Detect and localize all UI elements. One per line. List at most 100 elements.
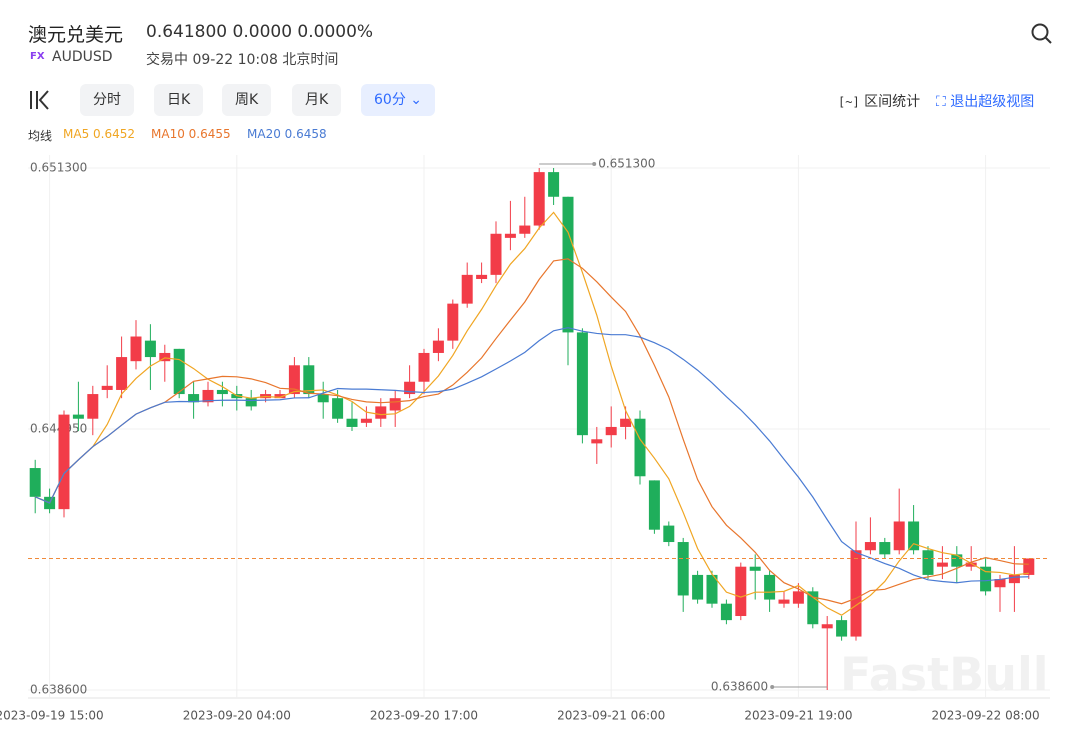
- candle-body: [634, 418, 646, 477]
- min-label: 0.638600: [711, 680, 768, 694]
- candle-body: [692, 574, 704, 600]
- price: 0.641800: [146, 22, 228, 42]
- candle-body: [735, 566, 747, 617]
- x-tick-label: 2023-09-19 15:00: [0, 709, 104, 723]
- y-tick-label: 0.638600: [30, 683, 87, 697]
- range-stats[interactable]: [~] 区间统计: [838, 94, 921, 110]
- x-tick-label: 2023-09-21 06:00: [557, 709, 665, 723]
- candle-body: [173, 348, 185, 395]
- candle-body: [346, 418, 358, 427]
- candle-body: [432, 340, 444, 353]
- ma-line: [34, 327, 1029, 584]
- candle-body: [1023, 558, 1035, 575]
- kline-icon[interactable]: [28, 89, 52, 111]
- symbol: AUDUSD: [52, 49, 113, 65]
- candle-body: [836, 620, 848, 637]
- change: 0.0000: [232, 22, 293, 42]
- badge: FX: [30, 51, 45, 62]
- candle-body: [591, 439, 603, 444]
- status: 交易中 09-22 10:08 北京时间: [146, 52, 339, 68]
- ma-name: MA10: [151, 127, 185, 141]
- tool-label: 区间统计: [864, 94, 921, 110]
- candle-body: [389, 398, 401, 411]
- tab[interactable]: 日K: [154, 84, 204, 116]
- change-pct: 0.0000%: [297, 22, 374, 42]
- candle-body: [317, 394, 329, 403]
- candle-body: [461, 274, 473, 304]
- candle-body: [332, 398, 344, 419]
- exit-super-view[interactable]: ⛶ 退出超级视图: [936, 94, 1035, 110]
- candle-body: [101, 385, 113, 390]
- candle-body: [1008, 574, 1020, 584]
- candle-body: [202, 389, 214, 403]
- candle-body: [994, 579, 1006, 588]
- candle-body: [29, 468, 41, 497]
- ma-title: 均线: [28, 129, 53, 143]
- search-icon[interactable]: [1030, 22, 1054, 46]
- candle-body: [447, 303, 459, 341]
- candle-body: [706, 574, 718, 604]
- candle-body: [548, 172, 560, 197]
- candle-body: [216, 389, 228, 395]
- candle-body: [951, 554, 963, 567]
- candle-body: [58, 414, 70, 510]
- candle-body: [965, 562, 977, 567]
- candle-body: [116, 357, 128, 390]
- x-tick-label: 2023-09-20 17:00: [370, 709, 478, 723]
- candle-body: [375, 406, 387, 419]
- candle-body: [879, 542, 891, 555]
- candle-body: [576, 332, 588, 436]
- candle-body: [908, 521, 920, 551]
- candle-body: [274, 394, 286, 399]
- watermark: FastBull: [840, 648, 1048, 702]
- max-label: 0.651300: [598, 157, 655, 171]
- candle-body: [850, 550, 862, 637]
- candle-body: [159, 352, 171, 362]
- ma-line: [34, 258, 1029, 605]
- candle-body: [605, 426, 617, 436]
- ma-value: 0.6458: [284, 127, 327, 141]
- candle-body: [663, 525, 675, 543]
- tab[interactable]: 周K: [222, 84, 272, 116]
- x-tick-label: 2023-09-20 04:00: [183, 709, 291, 723]
- candle-body: [533, 172, 545, 226]
- candle-body: [980, 566, 992, 592]
- candle-body: [677, 542, 689, 596]
- ma-line: [34, 211, 1029, 616]
- candle-body: [821, 624, 833, 629]
- ma-legend: MA20 0.6458: [247, 127, 327, 141]
- candle-body: [778, 599, 790, 604]
- candle-body: [303, 365, 315, 395]
- candle-body: [245, 398, 257, 407]
- candle-body: [620, 418, 632, 427]
- candle-body: [749, 566, 761, 571]
- candle-body: [807, 591, 819, 625]
- candle-body: [504, 233, 516, 238]
- tab[interactable]: 60分 ⌄: [361, 84, 435, 116]
- candle-body: [764, 574, 776, 600]
- candle-body: [720, 603, 732, 621]
- ma-name: MA5: [63, 127, 90, 141]
- candle-body: [922, 550, 934, 575]
- candle-body: [87, 394, 99, 419]
- ma-name: MA20: [247, 127, 281, 141]
- ma-legend: MA10 0.6455: [151, 127, 231, 141]
- ma-legend: MA5 0.6452: [63, 127, 135, 141]
- candle-body: [188, 394, 200, 403]
- tab[interactable]: 分时: [80, 84, 134, 116]
- candle-body: [288, 365, 300, 395]
- candle-body: [144, 340, 156, 358]
- candle-body: [130, 336, 142, 362]
- candle-body: [648, 480, 660, 530]
- max-dot: [592, 162, 597, 166]
- ma-value: 0.6455: [188, 127, 231, 141]
- candle-body: [360, 418, 372, 423]
- y-tick-label: 0.651300: [30, 161, 87, 175]
- candle-body: [519, 225, 531, 234]
- tab[interactable]: 月K: [292, 84, 342, 116]
- candle-body: [562, 196, 574, 333]
- ma-value: 0.6452: [93, 127, 136, 141]
- candle-body: [418, 352, 430, 382]
